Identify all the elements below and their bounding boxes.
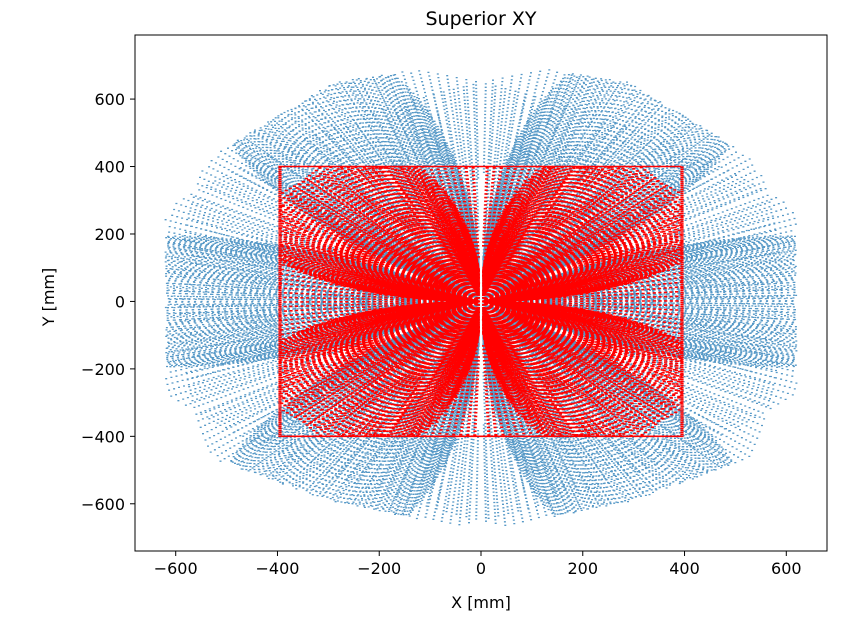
- red-point-series: [278, 165, 684, 438]
- y-tick-label: −600: [81, 495, 125, 514]
- blue-series-points: [164, 69, 798, 526]
- x-tick-label: −400: [255, 559, 299, 578]
- plot-area: [164, 69, 798, 526]
- y-tick-label: 0: [115, 292, 125, 311]
- x-tick-label: 0: [476, 559, 486, 578]
- y-tick-label: 200: [94, 225, 125, 244]
- y-tick-label: −400: [81, 427, 125, 446]
- y-axis: −600 −400 −200 0 200 400 600: [81, 90, 135, 514]
- chart-title: Superior XY: [425, 8, 536, 30]
- red-series-points: [278, 165, 684, 438]
- x-axis: −600 −400 −200 0 200 400 600: [154, 551, 802, 578]
- x-tick-label: −200: [357, 559, 401, 578]
- blue-point-series: [164, 69, 798, 526]
- x-axis-label: X [mm]: [451, 593, 511, 612]
- x-tick-label: −600: [154, 559, 198, 578]
- y-tick-label: 600: [94, 90, 125, 109]
- y-tick-label: 400: [94, 158, 125, 177]
- y-tick-label: −200: [81, 360, 125, 379]
- x-tick-label: 400: [669, 559, 700, 578]
- y-axis-label: Y [mm]: [39, 268, 58, 328]
- x-tick-label: 600: [771, 559, 802, 578]
- x-tick-label: 200: [567, 559, 598, 578]
